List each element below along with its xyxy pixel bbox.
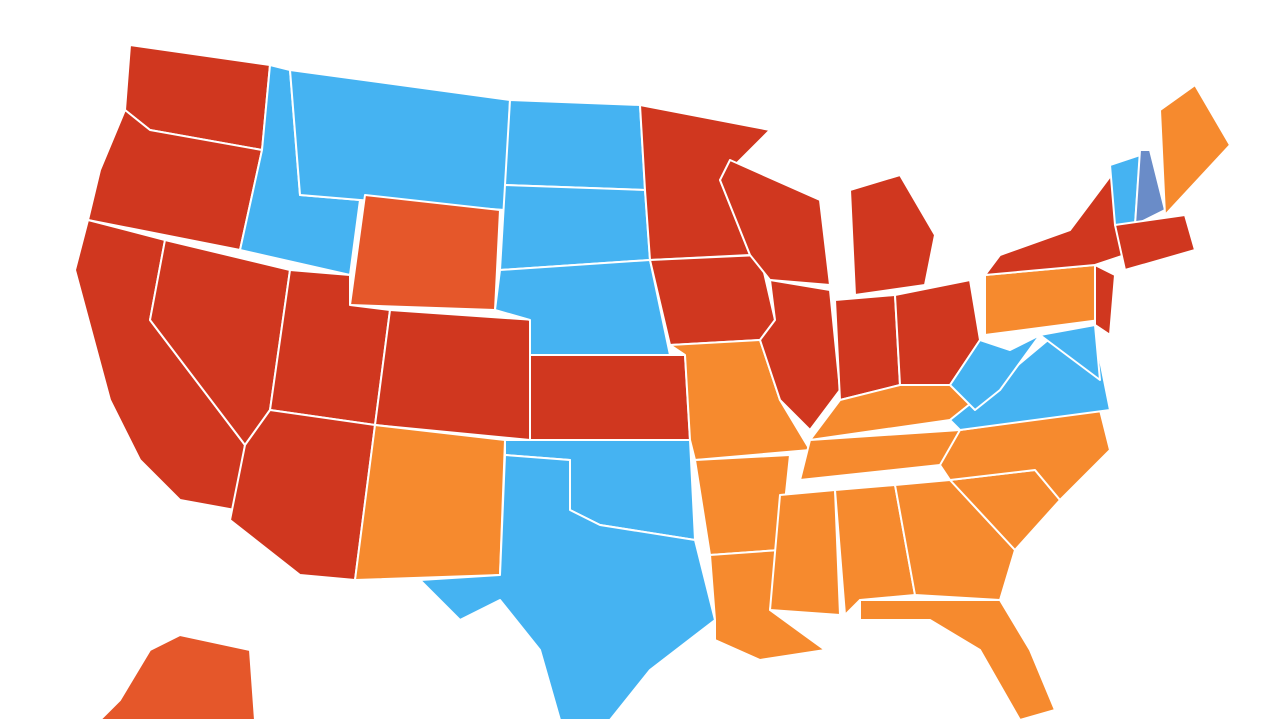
region: [289, 69, 511, 211]
region: [894, 479, 1016, 601]
region: [834, 294, 901, 401]
region: [504, 99, 646, 191]
region: [99, 634, 256, 720]
region: [419, 454, 716, 720]
region: [1134, 149, 1166, 226]
region: [984, 264, 1101, 336]
region: [1159, 84, 1231, 216]
region: [939, 409, 1111, 501]
region: [529, 354, 691, 441]
region: [354, 424, 506, 581]
region: [229, 409, 376, 581]
region: [1114, 214, 1196, 271]
region: [849, 174, 936, 296]
region: [769, 489, 841, 616]
region: [984, 169, 1126, 276]
region: [1094, 264, 1116, 336]
region: [349, 194, 501, 311]
region: [1039, 324, 1101, 381]
region: [834, 484, 916, 616]
region: [649, 254, 776, 346]
region: [499, 184, 651, 271]
region: [374, 309, 536, 441]
region: [859, 599, 1056, 720]
region: [759, 279, 841, 431]
